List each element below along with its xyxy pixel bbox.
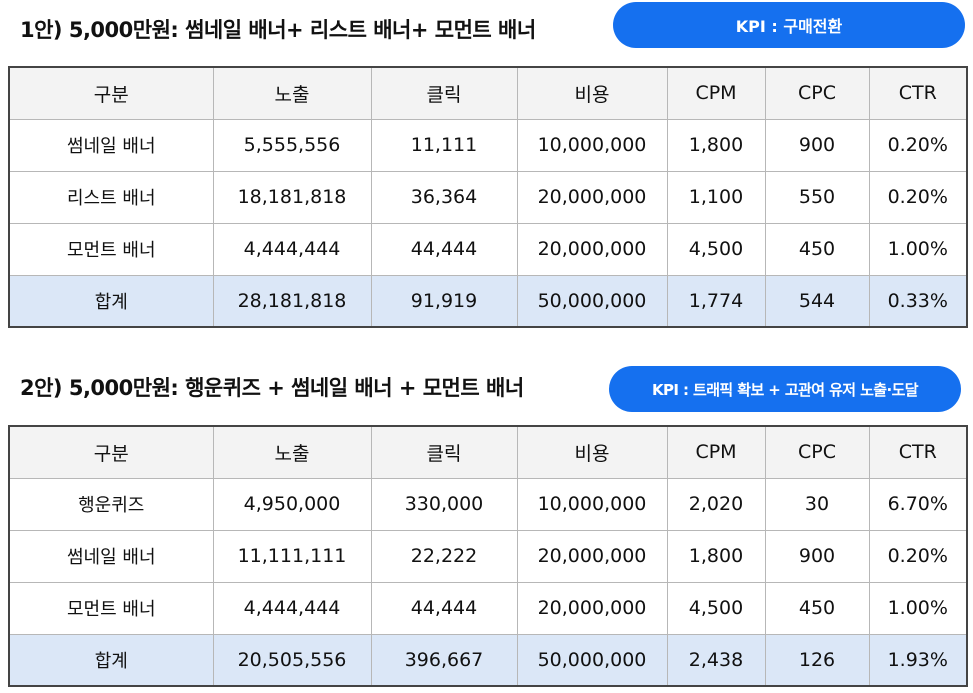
header-impressions: 노출	[212, 66, 372, 120]
cell-cpm: 1,100	[666, 170, 766, 224]
cell-cpm: 4,500	[666, 222, 766, 276]
cell-category: 썸네일 배너	[8, 118, 214, 172]
table-row: 행운퀴즈 4,950,000 330,000 10,000,000 2,020 …	[8, 477, 968, 531]
cell-category: 합계	[8, 633, 214, 687]
plan-2-table: 구분 노출 클릭 비용 CPM CPC CTR 행운퀴즈 4,950,000 3…	[8, 425, 968, 687]
table-header-row: 구분 노출 클릭 비용 CPM CPC CTR	[8, 66, 968, 120]
cell-ctr: 0.20%	[868, 170, 968, 224]
cell-cpm: 2,020	[666, 477, 766, 531]
cell-cost: 20,000,000	[516, 222, 668, 276]
header-cost: 비용	[516, 66, 668, 120]
plan-1-kpi-badge: KPI : 구매전환	[613, 2, 965, 48]
cell-impressions: 4,444,444	[212, 581, 372, 635]
cell-category: 모먼트 배너	[8, 581, 214, 635]
header-clicks: 클릭	[370, 425, 518, 479]
header-impressions: 노출	[212, 425, 372, 479]
cell-impressions: 28,181,818	[212, 274, 372, 328]
cell-category: 행운퀴즈	[8, 477, 214, 531]
cell-cpm: 2,438	[666, 633, 766, 687]
cell-category: 합계	[8, 274, 214, 328]
cell-cpc: 450	[764, 222, 870, 276]
cell-cpm: 4,500	[666, 581, 766, 635]
cell-clicks: 11,111	[370, 118, 518, 172]
table-row: 모먼트 배너 4,444,444 44,444 20,000,000 4,500…	[8, 222, 968, 276]
header-category: 구분	[8, 66, 214, 120]
cell-cpm: 1,774	[666, 274, 766, 328]
cell-cost: 10,000,000	[516, 477, 668, 531]
cell-ctr: 1.00%	[868, 222, 968, 276]
header-cpm: CPM	[666, 425, 766, 479]
table-total-row: 합계 20,505,556 396,667 50,000,000 2,438 1…	[8, 633, 968, 687]
plan-2-kpi-badge: KPI : 트래픽 확보 + 고관여 유저 노출·도달	[609, 366, 961, 412]
cell-ctr: 6.70%	[868, 477, 968, 531]
header-cpm: CPM	[666, 66, 766, 120]
table-total-row: 합계 28,181,818 91,919 50,000,000 1,774 54…	[8, 274, 968, 328]
header-category: 구분	[8, 425, 214, 479]
cell-cost: 10,000,000	[516, 118, 668, 172]
cell-cpm: 1,800	[666, 118, 766, 172]
cell-ctr: 1.93%	[868, 633, 968, 687]
cell-clicks: 330,000	[370, 477, 518, 531]
cell-impressions: 4,444,444	[212, 222, 372, 276]
header-ctr: CTR	[868, 66, 968, 120]
cell-clicks: 36,364	[370, 170, 518, 224]
cell-clicks: 91,919	[370, 274, 518, 328]
header-cost: 비용	[516, 425, 668, 479]
cell-clicks: 22,222	[370, 529, 518, 583]
cell-cost: 20,000,000	[516, 170, 668, 224]
cell-cpc: 900	[764, 529, 870, 583]
plan-1-title: 1안) 5,000만원: 썸네일 배너+ 리스트 배너+ 모먼트 배너	[20, 18, 536, 42]
header-cpc: CPC	[764, 66, 870, 120]
cell-category: 리스트 배너	[8, 170, 214, 224]
cell-ctr: 0.20%	[868, 118, 968, 172]
plan-2-title: 2안) 5,000만원: 행운퀴즈 + 썸네일 배너 + 모먼트 배너	[20, 376, 524, 400]
cell-cpc: 450	[764, 581, 870, 635]
cell-impressions: 5,555,556	[212, 118, 372, 172]
header-clicks: 클릭	[370, 66, 518, 120]
table-row: 리스트 배너 18,181,818 36,364 20,000,000 1,10…	[8, 170, 968, 224]
table-row: 썸네일 배너 11,111,111 22,222 20,000,000 1,80…	[8, 529, 968, 583]
table-row: 썸네일 배너 5,555,556 11,111 10,000,000 1,800…	[8, 118, 968, 172]
cell-cpc: 126	[764, 633, 870, 687]
cell-cost: 20,000,000	[516, 581, 668, 635]
cell-impressions: 18,181,818	[212, 170, 372, 224]
cell-cost: 50,000,000	[516, 633, 668, 687]
cell-clicks: 396,667	[370, 633, 518, 687]
plan-1-table: 구분 노출 클릭 비용 CPM CPC CTR 썸네일 배너 5,555,556…	[8, 66, 968, 328]
table-header-row: 구분 노출 클릭 비용 CPM CPC CTR	[8, 425, 968, 479]
table-row: 모먼트 배너 4,444,444 44,444 20,000,000 4,500…	[8, 581, 968, 635]
cell-cost: 50,000,000	[516, 274, 668, 328]
cell-impressions: 20,505,556	[212, 633, 372, 687]
cell-cost: 20,000,000	[516, 529, 668, 583]
cell-cpc: 30	[764, 477, 870, 531]
cell-cpc: 544	[764, 274, 870, 328]
cell-ctr: 0.33%	[868, 274, 968, 328]
cell-cpm: 1,800	[666, 529, 766, 583]
cell-category: 썸네일 배너	[8, 529, 214, 583]
cell-impressions: 4,950,000	[212, 477, 372, 531]
header-ctr: CTR	[868, 425, 968, 479]
header-cpc: CPC	[764, 425, 870, 479]
cell-impressions: 11,111,111	[212, 529, 372, 583]
cell-ctr: 0.20%	[868, 529, 968, 583]
cell-clicks: 44,444	[370, 222, 518, 276]
cell-clicks: 44,444	[370, 581, 518, 635]
cell-cpc: 550	[764, 170, 870, 224]
cell-cpc: 900	[764, 118, 870, 172]
cell-ctr: 1.00%	[868, 581, 968, 635]
cell-category: 모먼트 배너	[8, 222, 214, 276]
